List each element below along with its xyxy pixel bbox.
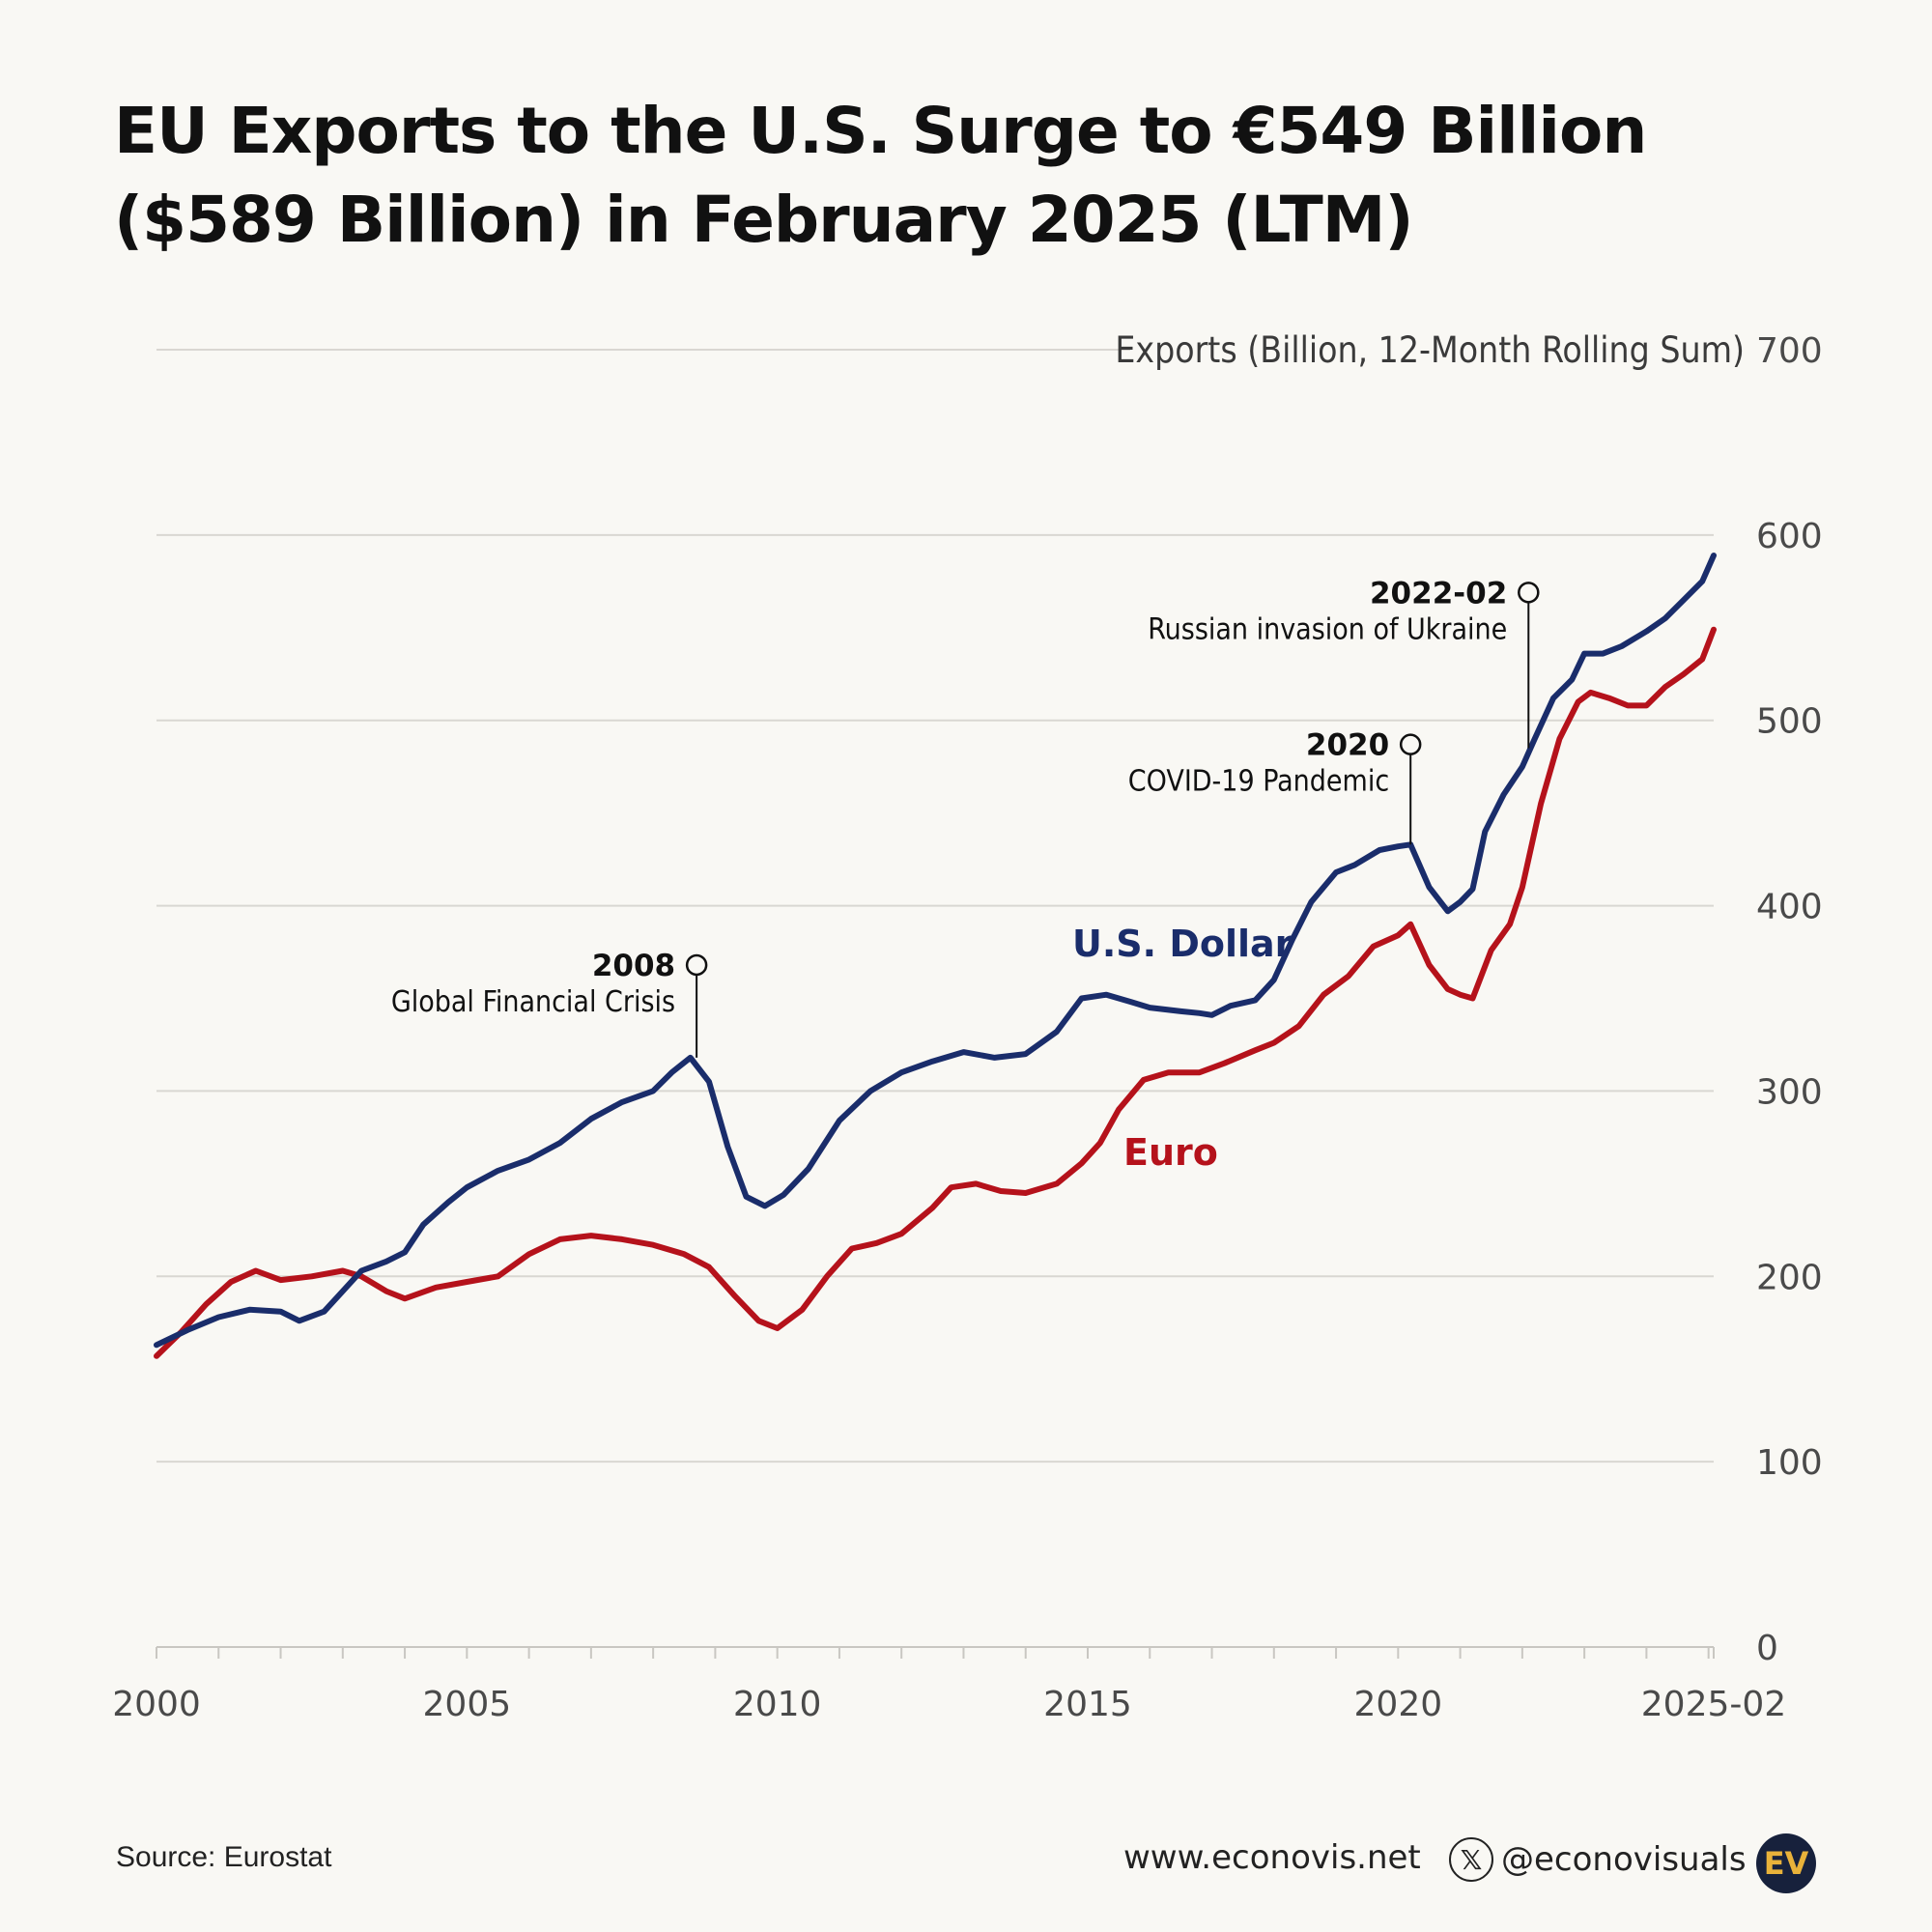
x-axis: 2000 2005 2010 2015 2020 2025-02	[112, 1646, 1786, 1724]
x-tick-label: 2010	[733, 1685, 822, 1724]
annotation-year-label: 2008	[592, 949, 675, 983]
x-tick-label: 2020	[1354, 1685, 1443, 1724]
chart-title: EU Exports to the U.S. Surge to €549 Bil…	[114, 87, 1756, 265]
y-axis-title: Exports (Billion, 12-Month Rolling Sum)	[1115, 329, 1745, 371]
annotation-marker	[685, 953, 708, 977]
y-tick-label: 300	[1756, 1072, 1823, 1112]
y-tick-label: 700	[1756, 331, 1823, 371]
chart-title-line-1: EU Exports to the U.S. Surge to €549 Bil…	[114, 94, 1647, 168]
series-labels: U.S. Dollar Euro	[1072, 923, 1293, 1174]
annotation-marker	[1518, 582, 1540, 604]
annotation-marker	[1399, 733, 1422, 755]
website-link[interactable]: www.econovis.net	[1123, 1838, 1421, 1877]
y-tick-label: 0	[1756, 1629, 1778, 1668]
y-tick-label: 200	[1756, 1258, 1823, 1297]
annotation-year-label: 2022-02	[1370, 576, 1507, 611]
y-tick-label: 100	[1756, 1443, 1823, 1483]
annotation-text: COVID-19 Pandemic	[1128, 765, 1389, 799]
x-logo-icon: 𝕏	[1449, 1837, 1493, 1882]
y-tick-label: 600	[1756, 517, 1823, 556]
social-handle[interactable]: 𝕏 @econovisuals	[1449, 1826, 1747, 1893]
usd-series-label: U.S. Dollar	[1072, 923, 1293, 965]
usd-series-line	[154, 553, 1717, 1349]
euro-series-label: Euro	[1123, 1131, 1218, 1174]
annotation-text: Russian invasion of Ukraine	[1148, 612, 1507, 646]
chart-title-line-2: ($589 Billion) in February 2025 (LTM)	[114, 183, 1414, 257]
euro-series-line	[154, 626, 1717, 1359]
handle-text: @econovisuals	[1501, 1840, 1747, 1879]
econovis-logo: EV	[1756, 1833, 1816, 1893]
x-tick-label: 2000	[112, 1685, 201, 1724]
y-axis-ticks: 0 100 200 300 400 500 600 700 Exports (Billion, …	[1115, 329, 1822, 1668]
series-lines	[154, 553, 1717, 1359]
x-tick-label: 2005	[423, 1685, 512, 1724]
y-tick-label: 400	[1756, 888, 1823, 927]
y-tick-label: 500	[1756, 702, 1823, 742]
source-note: Source: Eurostat	[116, 1841, 332, 1873]
annotation-text: Global Financial Crisis	[391, 985, 675, 1019]
annotation-year-label: 2020	[1306, 728, 1389, 763]
x-tick-label: 2025-02	[1641, 1685, 1786, 1724]
x-tick-label: 2015	[1043, 1685, 1132, 1724]
